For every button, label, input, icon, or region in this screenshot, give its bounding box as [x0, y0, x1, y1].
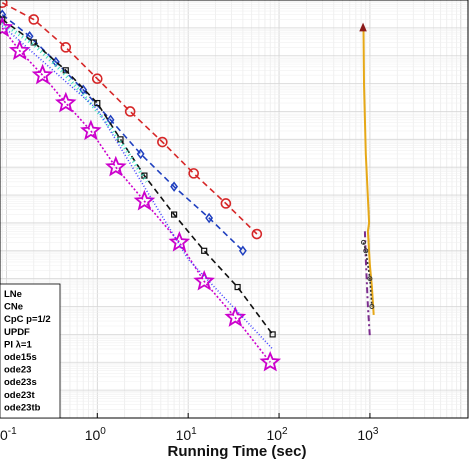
series-8 [359, 22, 367, 32]
legend-label: PI λ=1 [4, 339, 32, 350]
data-point [94, 99, 101, 107]
legend-label: ode23tb [4, 402, 41, 413]
legend-label: ode23t [4, 390, 35, 401]
series-7 [363, 231, 371, 338]
data-point [367, 276, 373, 282]
series-line [363, 231, 371, 338]
data-point [170, 211, 178, 218]
series-line [362, 27, 375, 315]
data-point [193, 270, 215, 291]
data-point [91, 73, 103, 84]
series-layer [0, 0, 375, 372]
series-6 [362, 27, 375, 315]
data-point [60, 42, 72, 53]
data-point [361, 239, 367, 245]
data-point [157, 136, 168, 148]
data-point [168, 231, 191, 252]
x-tick-labels: 10-1 100 101 102 103 [0, 413, 379, 443]
legend-label: ode15s [4, 352, 37, 363]
data-point [0, 0, 8, 8]
data-point [62, 67, 69, 74]
data-point [54, 91, 77, 113]
series-4 [0, 16, 282, 372]
x-tick-label: 100 [85, 426, 107, 443]
grid [0, 0, 468, 419]
x-tick-label: 103 [357, 426, 379, 443]
data-point [170, 181, 179, 192]
series-line [1, 13, 244, 252]
data-point [0, 16, 14, 37]
data-point [220, 198, 232, 209]
data-point [238, 245, 247, 257]
plot-frame [0, 0, 469, 419]
data-point [30, 39, 37, 46]
data-point [124, 106, 136, 117]
series-9 [361, 239, 375, 310]
legend-label: CpC p=1/2 [4, 314, 51, 325]
x-tick-label: 10-1 [0, 426, 17, 443]
data-point [359, 22, 367, 32]
data-point [105, 155, 127, 177]
data-point [136, 148, 145, 160]
data-point [133, 189, 156, 211]
data-point [369, 304, 375, 310]
data-point [80, 119, 102, 141]
data-point [259, 350, 282, 372]
legend-label: CNe [4, 302, 23, 313]
x-axis-label: Running Time (sec) [167, 443, 307, 460]
data-point [234, 283, 241, 291]
data-point [8, 39, 31, 61]
data-point [28, 14, 40, 25]
data-point [201, 247, 208, 254]
data-point [224, 306, 247, 327]
data-point [79, 84, 88, 96]
data-point [205, 212, 214, 224]
x-tick-label: 101 [176, 426, 198, 443]
series-3 [1, 21, 149, 183]
series-0 [0, 0, 263, 240]
data-point [269, 331, 276, 338]
series-line [362, 242, 373, 307]
series-5 [1, 25, 274, 350]
legend-label: ode23s [4, 377, 37, 388]
series-line [1, 27, 271, 363]
data-point [188, 168, 199, 179]
data-point [31, 63, 54, 85]
data-point [251, 228, 263, 240]
x-tick-label: 102 [266, 426, 288, 443]
legend-label: LNe [4, 289, 22, 300]
data-point [363, 248, 369, 254]
series-line [1, 21, 149, 183]
series-line [1, 25, 274, 350]
legend-label: ode23 [4, 365, 31, 376]
legend-label: UPDF [4, 327, 30, 338]
legend-box [0, 283, 61, 419]
